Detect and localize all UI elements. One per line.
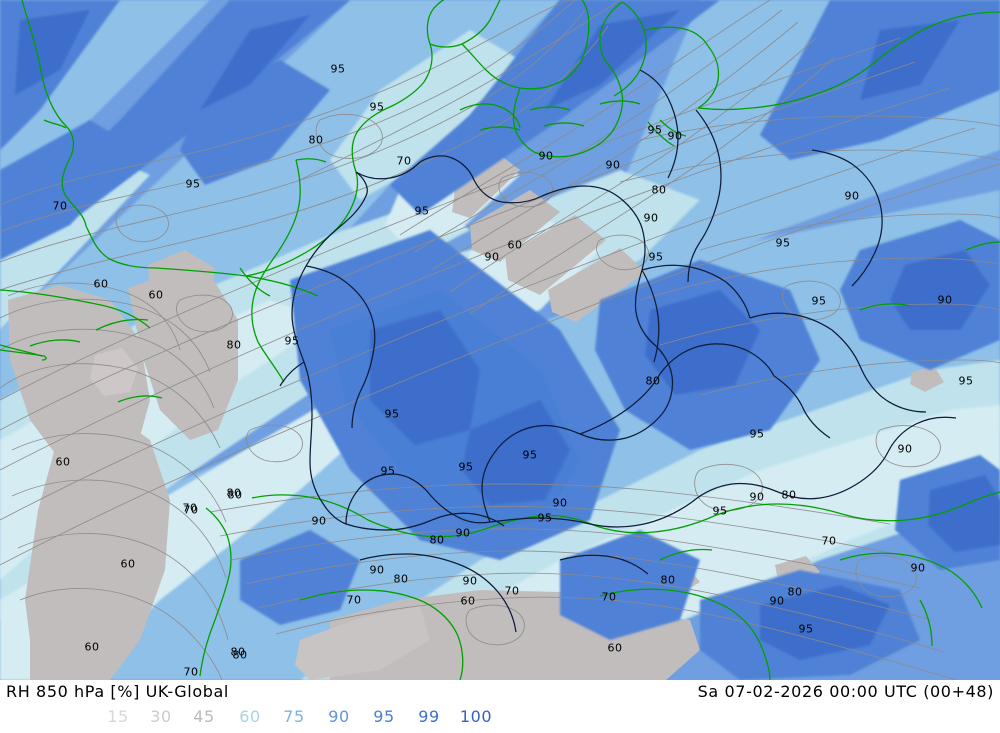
- legend-tick-60[interactable]: 60: [239, 707, 261, 726]
- country-borders: [279, 69, 957, 633]
- legend-tick-95[interactable]: 95: [373, 707, 395, 726]
- contour-lines: [0, 0, 1000, 680]
- relative-humidity-map: [0, 0, 1000, 680]
- colorbar-legend[interactable]: 15 30 45 60 75 90 95 99 100: [0, 706, 1000, 730]
- rh-band-100: [15, 10, 1000, 660]
- legend-tick-90[interactable]: 90: [328, 707, 350, 726]
- footer-panel: RH 850 hPa [%] UK-Global Sa 07-02-2026 0…: [0, 680, 1000, 733]
- legend-tick-99[interactable]: 99: [418, 707, 440, 726]
- coastlines: [0, 0, 1000, 680]
- legend-tick-75[interactable]: 75: [283, 707, 305, 726]
- legend-tick-30[interactable]: 30: [150, 707, 172, 726]
- valid-time: Sa 07-02-2026 00:00 UTC (00+48): [697, 682, 994, 701]
- rh-dry-zone: [8, 155, 944, 680]
- legend-tick-15[interactable]: 15: [107, 707, 129, 726]
- product-title: RH 850 hPa [%] UK-Global: [6, 682, 229, 701]
- caption-row: RH 850 hPa [%] UK-Global Sa 07-02-2026 0…: [0, 682, 1000, 704]
- legend-tick-45[interactable]: 45: [193, 707, 215, 726]
- legend-tick-100[interactable]: 100: [459, 707, 493, 726]
- map-panel[interactable]: 95 95 80 70 90 90 95 90 80 90 95 70 95 60 90 95 95 90 60 60…: [0, 0, 1000, 680]
